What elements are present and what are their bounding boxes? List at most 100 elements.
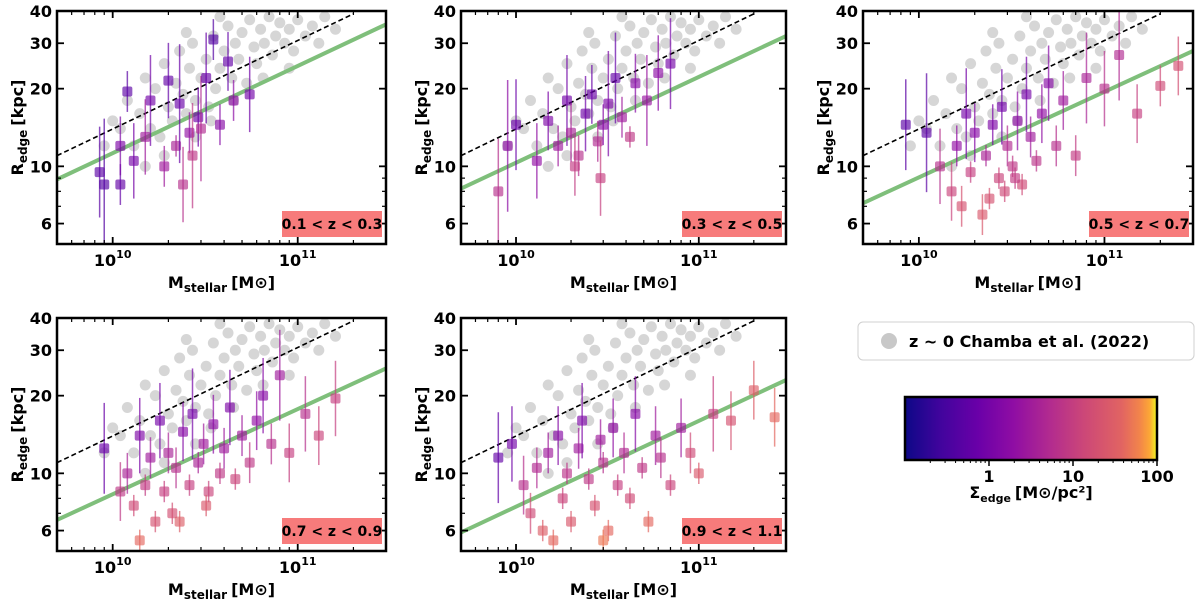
reference-point (552, 83, 564, 95)
reference-point (229, 37, 241, 49)
y-tick-label: 10 (30, 464, 52, 483)
redshift-badge (682, 518, 782, 544)
reference-point (612, 390, 624, 402)
data-point (195, 123, 206, 134)
reference-point (306, 20, 318, 32)
axes-frame (459, 316, 788, 553)
data-point (685, 447, 696, 458)
reference-point (158, 457, 170, 469)
reference-point (645, 321, 657, 333)
data-point (174, 516, 185, 527)
data-point (921, 127, 932, 138)
reference-point (684, 369, 696, 381)
reference-point (730, 23, 742, 35)
data-point (502, 140, 513, 151)
y-tick-label: 10 (836, 157, 858, 176)
data-point (163, 447, 174, 458)
data-point (1114, 50, 1125, 61)
reference-point (565, 408, 577, 420)
reference-point (913, 115, 925, 127)
reference-point (616, 11, 628, 23)
data-point (655, 452, 666, 463)
reference-point (990, 62, 1002, 74)
reference-point (214, 369, 226, 381)
x-axis-label: Mstellar [M⊙] (168, 580, 275, 602)
reference-point (263, 318, 275, 330)
plot-area (57, 11, 386, 244)
reference-point (689, 352, 701, 364)
data-point (624, 493, 635, 504)
data-point (237, 430, 248, 441)
data-point (580, 108, 591, 119)
reference-point (1136, 23, 1148, 35)
reference-point (569, 422, 581, 434)
data-point (566, 516, 577, 527)
reference-point (107, 422, 119, 434)
data-point (244, 457, 255, 468)
reference-point (561, 150, 573, 162)
reference-point (283, 330, 295, 342)
data-point (543, 447, 554, 458)
redshift-label: 0.1 < z < 0.3 (282, 217, 383, 233)
data-point (595, 434, 606, 445)
reference-point (586, 369, 598, 381)
data-point (616, 112, 627, 123)
reference-point (1126, 11, 1138, 23)
y-tick-label: 6 (445, 522, 456, 541)
data-point (553, 430, 564, 441)
data-point (1036, 108, 1047, 119)
data-point (603, 98, 614, 109)
colorbar-label-sub: edge (980, 492, 1011, 505)
reference-point (730, 330, 742, 342)
colorbar-label: Σedge [M⊙/pc²] (969, 483, 1092, 505)
x-tick-label: 1011 (279, 248, 317, 270)
dashed-reference-line (863, 13, 1161, 157)
reference-point (616, 369, 628, 381)
reference-point (241, 384, 253, 396)
data-point (598, 535, 609, 546)
reference-point (1073, 49, 1085, 61)
reference-point (537, 415, 549, 427)
reference-point (720, 11, 732, 23)
reference-point (714, 37, 726, 49)
reference-point (210, 390, 222, 402)
panel-z-0.1-0.3: 1010 1011 6 10 20 30 40 Mstellar [M⊙] Redge[kpc] 0… (8, 2, 388, 295)
data-point (128, 500, 139, 511)
reference-point (524, 401, 536, 413)
reference-point (266, 49, 278, 61)
data-point (583, 474, 594, 485)
data-point (1010, 173, 1021, 184)
reference-point (1076, 30, 1088, 42)
data-point (984, 193, 995, 204)
reference-point (684, 23, 696, 35)
data-point (208, 419, 219, 430)
data-point (115, 140, 126, 151)
reference-point (251, 58, 263, 70)
data-point (531, 462, 542, 473)
data-point (1058, 95, 1069, 106)
data-point (201, 500, 212, 511)
reference-point (635, 53, 647, 65)
reference-point (319, 11, 331, 23)
data-point (637, 462, 648, 473)
reference-point (1034, 94, 1046, 106)
data-point (1007, 161, 1018, 172)
reference-point (956, 83, 968, 95)
reference-point (660, 344, 672, 356)
reference-point (583, 27, 595, 39)
y-tick-label: 20 (434, 80, 456, 99)
data-point (977, 209, 988, 220)
plot-area (461, 318, 786, 551)
x-tick-label: 1010 (497, 555, 535, 577)
reference-point (928, 94, 940, 106)
reference-point (983, 88, 995, 100)
reference-point (189, 94, 201, 106)
reference-point (659, 379, 671, 391)
data-point (1132, 108, 1143, 119)
data-point (961, 108, 972, 119)
data-point (577, 415, 588, 426)
data-point (566, 127, 577, 138)
data-point (1043, 78, 1054, 89)
reference-point (589, 37, 601, 49)
data-point (178, 179, 189, 190)
